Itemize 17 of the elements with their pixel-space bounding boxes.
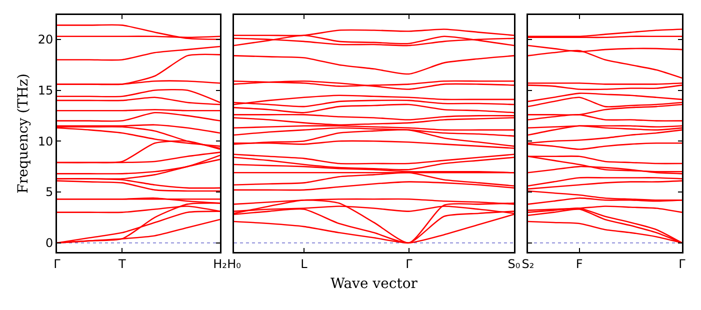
- y-tick-label: 10: [38, 134, 54, 148]
- y-tick-label: 0: [45, 236, 54, 250]
- x-tick-label: S₂: [522, 256, 534, 271]
- x-tick-label: S₀: [508, 256, 520, 271]
- y-axis-title: Frequency (THz): [16, 73, 32, 194]
- x-tick-label: H₂: [213, 256, 228, 271]
- x-axis-title: Wave vector: [330, 276, 418, 292]
- x-tick-label: L: [300, 256, 308, 271]
- y-tick-label: 15: [38, 83, 54, 98]
- x-tick-label: H₀: [227, 256, 242, 271]
- x-tick-label: Γ: [678, 256, 686, 271]
- x-tick-label: F: [576, 256, 583, 271]
- x-tick-label: Γ: [54, 256, 61, 271]
- x-tick-label: Γ: [406, 256, 413, 271]
- x-tick-label: T: [118, 256, 127, 271]
- y-tick-label: 5: [45, 185, 54, 200]
- y-tick-label: 20: [38, 32, 54, 47]
